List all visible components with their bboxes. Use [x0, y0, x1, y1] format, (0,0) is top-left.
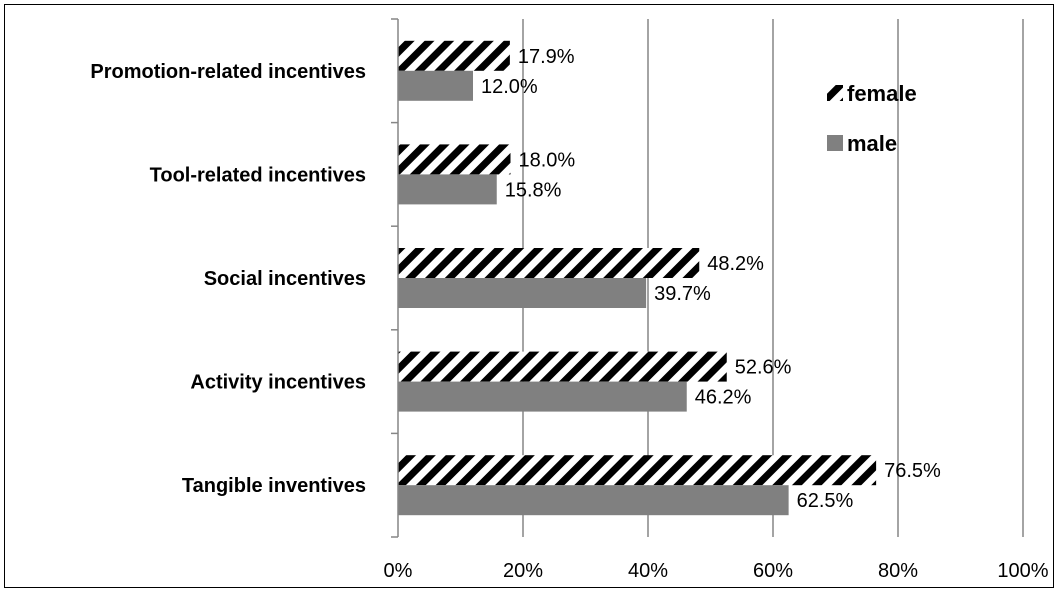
legend-label-male: male [847, 131, 897, 156]
bar-female [398, 351, 727, 382]
category-label: Activity incentives [190, 372, 366, 394]
data-label-male: 62.5% [797, 490, 854, 512]
data-label-female: 17.9% [518, 46, 575, 68]
data-label-female: 76.5% [884, 460, 941, 482]
data-label-male: 39.7% [654, 283, 711, 305]
bar-male [398, 70, 473, 101]
data-labels: 17.9% 12.0% 18.0% 15.8% 48.2% 39.7% 52.6% 46.2%… [481, 46, 941, 512]
legend-label-female: female [847, 81, 917, 106]
data-label-male: 46.2% [695, 387, 752, 409]
x-tick-label: 60% [753, 560, 793, 582]
chart-frame: 17.9% 12.0% 18.0% 15.8% 48.2% 39.7% 52.6% 46.2%… [4, 4, 1054, 588]
data-label-female: 48.2% [707, 253, 764, 275]
x-tick-label: 80% [878, 560, 918, 582]
bar-female [398, 248, 700, 278]
data-label-male: 12.0% [481, 76, 538, 98]
bar-female [398, 455, 877, 486]
legend-swatch-female [827, 85, 843, 101]
category-label: Tool-related incentives [150, 164, 366, 186]
bar-chart: 17.9% 12.0% 18.0% 15.8% 48.2% 39.7% 52.6% 46.2%… [90, 18, 1049, 582]
bars [398, 40, 877, 516]
category-label: Tangible inventives [182, 475, 366, 497]
bar-male [398, 381, 687, 412]
category-label: Social incentives [204, 268, 366, 290]
x-tick-label: 20% [503, 560, 543, 582]
legend: female male [827, 81, 917, 156]
axes: 0% 20% 40% 60% 80% 100% Promotion-related ince… [90, 18, 1049, 582]
x-tick-label: 40% [628, 560, 668, 582]
legend-swatch-male [827, 135, 843, 151]
bar-male [398, 278, 647, 308]
x-tick-label: 0% [384, 560, 413, 582]
x-tick-label: 100% [997, 560, 1048, 582]
bar-female [398, 40, 510, 71]
gridlines [522, 19, 1024, 537]
data-label-female: 52.6% [735, 357, 792, 379]
data-label-female: 18.0% [519, 149, 576, 171]
category-label: Promotion-related incentives [90, 61, 366, 83]
bar-male [398, 485, 789, 516]
data-label-male: 15.8% [505, 179, 562, 201]
bar-male [398, 174, 497, 205]
bar-female [398, 144, 511, 175]
